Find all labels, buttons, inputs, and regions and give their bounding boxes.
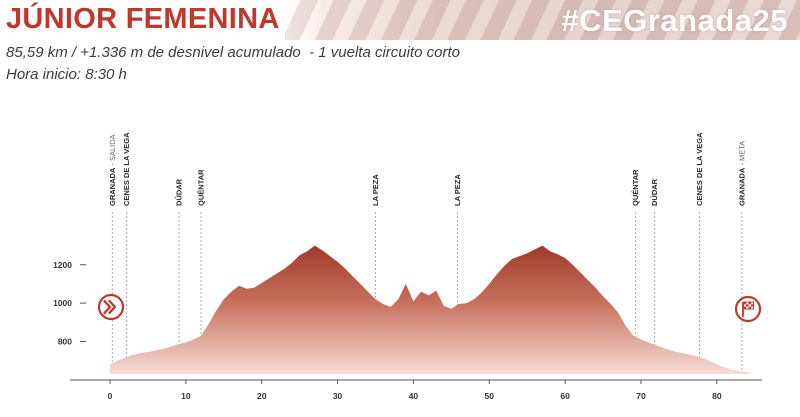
waypoint-name: QUÉNTAR: [197, 169, 206, 206]
x-tick-label: 0: [108, 391, 113, 401]
waypoint-name: LA PEZA: [453, 174, 462, 206]
waypoint-label: QUÉNTAR: [631, 169, 640, 206]
elevation-profile-chart: 800 1000 1200 0 10 20 30 40 50 60 70 80 GRANADA - …: [53, 132, 762, 401]
route-summary: 85,59 km / +1.336 m de desnivel acumulad…: [6, 44, 460, 61]
waypoint-label: DÚDAR: [650, 178, 659, 206]
banner-photo: [285, 0, 800, 40]
waypoint-label: GRANADA - SALIDA: [108, 134, 117, 206]
page-title: JÚNIOR FEMENINA: [6, 3, 280, 35]
waypoint-label: CENES DE LA VEGA: [122, 132, 131, 206]
x-tick-label: 80: [712, 391, 722, 401]
waypoint-name: DÚDAR: [650, 178, 659, 206]
x-tick-label: 70: [636, 391, 646, 401]
y-tick-label: 1000: [53, 298, 72, 308]
waypoint-label: LA PEZA: [453, 174, 462, 206]
waypoint-name: QUÉNTAR: [631, 169, 640, 206]
x-tick-label: 50: [485, 391, 495, 401]
waypoint-note: - SALIDA: [108, 134, 117, 167]
x-tick-label: 20: [257, 391, 267, 401]
event-hashtag: #CEGranada25: [561, 3, 788, 38]
x-axis: 0 10 20 30 40 50 60 70 80: [70, 379, 762, 401]
waypoint-name: GRANADA: [737, 167, 746, 206]
waypoint-labels: GRANADA - SALIDA CENES DE LA VEGA DÚDAR QUÉ…: [108, 132, 747, 206]
start-time: Hora inicio: 8:30 h: [6, 66, 127, 83]
header-banner: JÚNIOR FEMENINA #CEGranada25: [0, 0, 800, 40]
waypoint-note: - META: [737, 141, 746, 168]
x-tick-label: 30: [333, 391, 343, 401]
waypoint-label: LA PEZA: [371, 174, 380, 206]
finish-flag-icon: [734, 295, 762, 323]
waypoint-label: CENES DE LA VEGA: [695, 132, 704, 206]
waypoint-name: CENES DE LA VEGA: [695, 132, 704, 206]
waypoint-label: GRANADA - META: [737, 141, 746, 206]
waypoint-guides: [111, 212, 743, 374]
x-tick-label: 40: [409, 391, 419, 401]
y-tick-label: 1200: [53, 260, 72, 270]
waypoint-label: DÚDAR: [175, 178, 184, 206]
x-tick-label: 10: [181, 391, 191, 401]
y-axis: 800 1000 1200: [53, 260, 86, 346]
elevation-area: [110, 245, 751, 374]
y-tick-label: 800: [58, 336, 72, 346]
waypoint-label: QUÉNTAR: [197, 169, 206, 206]
waypoint-name: LA PEZA: [371, 174, 380, 206]
start-chevrons-icon: [97, 293, 125, 321]
waypoint-name: GRANADA: [108, 167, 117, 206]
x-tick-label: 60: [560, 391, 570, 401]
waypoint-name: DÚDAR: [175, 178, 184, 206]
waypoint-name: CENES DE LA VEGA: [122, 132, 131, 206]
